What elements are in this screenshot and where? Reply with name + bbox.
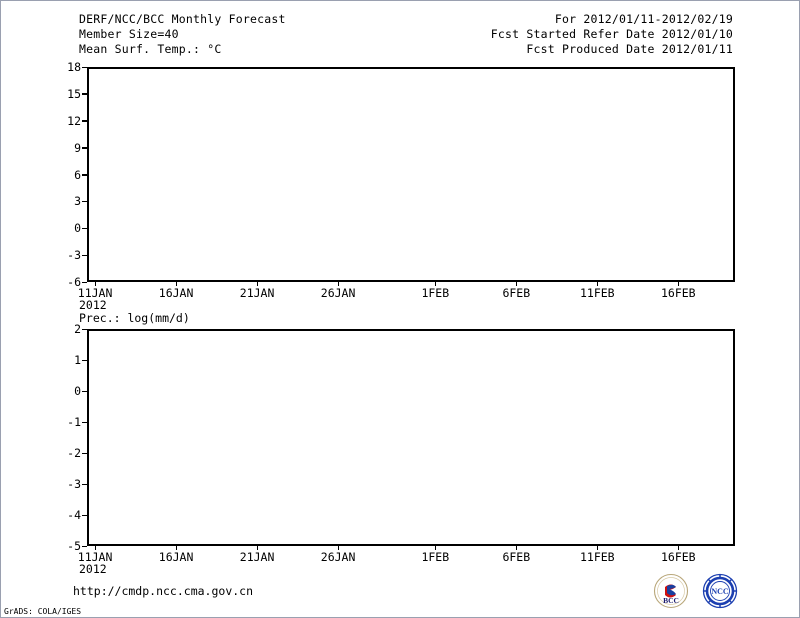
- x-tick-mark: [337, 546, 340, 550]
- footer-url[interactable]: http://cmdp.ncc.cma.gov.cn: [73, 584, 254, 598]
- x-tick-mark: [337, 282, 340, 286]
- x-tick-label: 21JAN: [239, 550, 275, 564]
- precipitation-x-axis-year: 2012: [79, 562, 107, 576]
- precipitation-chart: [87, 329, 735, 546]
- x-tick-label: 6FEB: [502, 550, 531, 564]
- y-tick-label: -6: [67, 275, 81, 289]
- x-tick-mark: [434, 546, 437, 550]
- temperature-chart: [87, 67, 735, 282]
- y-tick-label: 9: [74, 140, 81, 155]
- y-tick-mark: [82, 483, 87, 485]
- y-tick-mark: [82, 390, 87, 392]
- x-tick-label: 11FEB: [579, 286, 615, 300]
- x-tick-label: 11JAN: [77, 550, 113, 564]
- x-tick-label: 21JAN: [239, 286, 275, 300]
- y-tick-mark: [82, 359, 87, 361]
- header-member-size: Member Size=40: [79, 27, 179, 41]
- x-tick-label: 26JAN: [320, 286, 356, 300]
- x-tick-label: 1FEB: [421, 550, 450, 564]
- y-tick-label: 18: [67, 60, 81, 74]
- logo-group: BCC NCC: [652, 573, 744, 609]
- x-tick-label: 26JAN: [320, 550, 356, 564]
- precipitation-plot-frame: [87, 329, 735, 546]
- svg-text:NCC: NCC: [711, 587, 729, 596]
- y-tick-mark: [82, 514, 87, 516]
- y-tick-mark: [82, 120, 87, 122]
- y-tick-label: -3: [67, 477, 81, 491]
- y-tick-mark: [82, 93, 87, 95]
- y-tick-label: 2: [74, 322, 81, 336]
- x-tick-mark: [515, 282, 518, 286]
- y-tick-mark: [82, 545, 87, 547]
- y-tick-label: -4: [67, 508, 81, 522]
- y-tick-label: 1: [74, 353, 81, 367]
- x-tick-mark: [434, 282, 437, 286]
- y-tick-mark: [82, 227, 87, 230]
- y-tick-mark: [82, 421, 87, 423]
- x-tick-mark: [256, 282, 259, 286]
- y-tick-label: 6: [74, 167, 81, 182]
- x-tick-mark: [175, 282, 178, 286]
- header-forecast-period: For 2012/01/11-2012/02/19: [554, 12, 733, 26]
- ncc-logo-icon: NCC: [702, 573, 738, 609]
- x-tick-mark: [596, 282, 599, 286]
- x-tick-mark: [256, 546, 259, 550]
- x-tick-mark: [94, 282, 97, 286]
- x-tick-label: 6FEB: [502, 286, 531, 300]
- y-tick-label: -2: [67, 446, 81, 460]
- x-tick-mark: [596, 546, 599, 550]
- temperature-x-axis-year: 2012: [79, 298, 107, 312]
- x-tick-mark: [175, 546, 178, 550]
- y-tick-label: 0: [74, 221, 81, 236]
- x-tick-label: 16JAN: [158, 550, 194, 564]
- x-tick-mark: [515, 546, 518, 550]
- x-tick-label: 1FEB: [421, 286, 450, 300]
- x-tick-mark: [94, 546, 97, 550]
- x-tick-mark: [677, 546, 680, 550]
- bcc-logo-icon: BCC: [653, 573, 689, 609]
- x-tick-label: 16FEB: [660, 550, 696, 564]
- y-tick-mark: [82, 200, 87, 203]
- header-started-refer-date: Fcst Started Refer Date 2012/01/10: [490, 27, 733, 41]
- x-tick-label: 11FEB: [579, 550, 615, 564]
- x-tick-label: 11JAN: [77, 286, 113, 300]
- temperature-plot-frame: [87, 67, 735, 282]
- y-tick-mark: [82, 452, 87, 454]
- x-tick-mark: [677, 282, 680, 286]
- header-variable-label: Mean Surf. Temp.: °C: [79, 42, 222, 56]
- y-tick-mark: [82, 281, 87, 283]
- y-tick-mark: [82, 66, 87, 68]
- y-tick-label: -3: [67, 248, 81, 263]
- y-tick-label: 3: [74, 194, 81, 209]
- y-tick-mark: [82, 254, 87, 257]
- y-tick-label: -5: [67, 539, 81, 553]
- y-tick-label: 15: [67, 86, 81, 101]
- x-tick-label: 16JAN: [158, 286, 194, 300]
- x-tick-label: 16FEB: [660, 286, 696, 300]
- y-tick-mark: [82, 328, 87, 330]
- y-tick-label: 12: [67, 113, 81, 128]
- grads-credit: GrADS: COLA/IGES: [4, 607, 82, 616]
- y-tick-mark: [82, 174, 87, 176]
- y-tick-label: -1: [67, 415, 81, 429]
- header-produced-date: Fcst Produced Date 2012/01/11: [526, 42, 733, 56]
- header-title: DERF/NCC/BCC Monthly Forecast: [79, 12, 286, 26]
- precipitation-chart-title: Prec.: log(mm/d): [79, 311, 190, 325]
- y-tick-label: 0: [74, 384, 81, 398]
- y-tick-mark: [82, 147, 87, 149]
- svg-text:BCC: BCC: [663, 596, 679, 605]
